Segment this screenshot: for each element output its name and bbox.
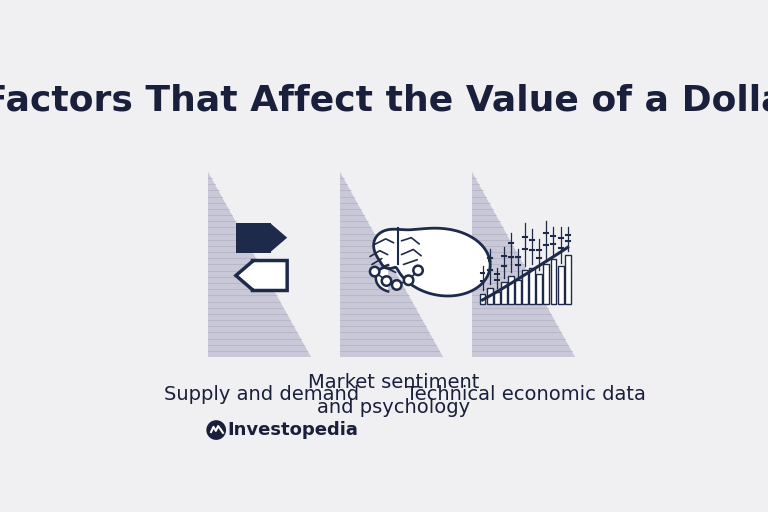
Bar — [558, 266, 564, 304]
Bar — [487, 288, 492, 304]
Circle shape — [404, 275, 413, 285]
Circle shape — [382, 276, 391, 286]
Bar — [536, 274, 542, 304]
Text: Investopedia: Investopedia — [227, 421, 358, 439]
Polygon shape — [376, 265, 388, 291]
Bar — [479, 294, 485, 304]
Polygon shape — [472, 172, 575, 357]
Bar — [522, 270, 528, 304]
Bar — [494, 292, 500, 304]
Text: Factors That Affect the Value of a Dollar: Factors That Affect the Value of a Dolla… — [0, 84, 768, 118]
Circle shape — [392, 280, 402, 290]
Circle shape — [413, 266, 422, 275]
Polygon shape — [236, 261, 287, 290]
Text: Market sentiment
and psychology: Market sentiment and psychology — [308, 373, 479, 417]
Bar — [564, 254, 571, 304]
Bar — [515, 280, 521, 304]
Circle shape — [370, 267, 379, 276]
Bar — [508, 276, 514, 304]
Polygon shape — [270, 223, 287, 252]
Polygon shape — [208, 172, 311, 357]
Bar — [529, 268, 535, 304]
Bar — [544, 265, 549, 304]
Bar — [236, 223, 270, 252]
Text: Technical economic data: Technical economic data — [406, 385, 646, 404]
Circle shape — [207, 420, 226, 440]
Bar — [551, 259, 557, 304]
Bar — [501, 282, 507, 304]
Text: Supply and demand: Supply and demand — [164, 385, 359, 404]
Polygon shape — [340, 172, 443, 357]
Polygon shape — [373, 228, 490, 296]
